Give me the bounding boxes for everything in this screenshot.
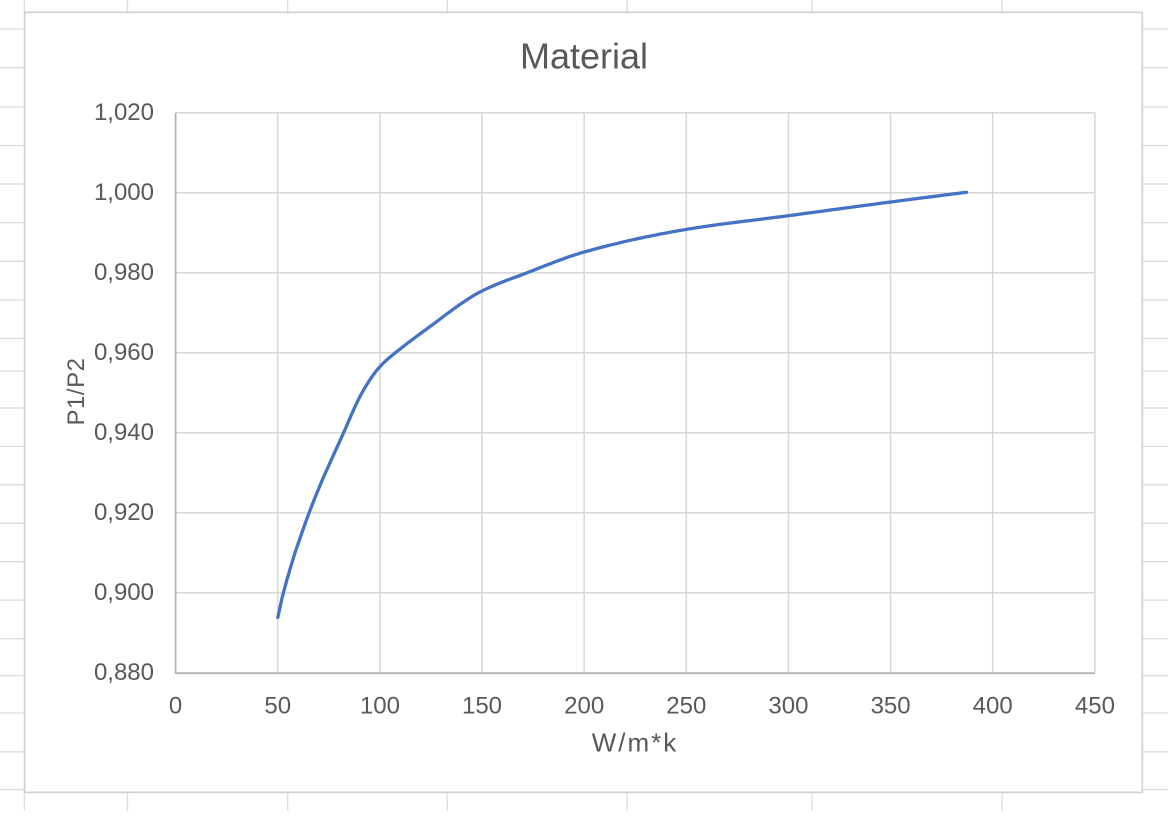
svg-text:200: 200 xyxy=(564,693,604,720)
svg-text:0,980: 0,980 xyxy=(94,259,154,286)
svg-text:150: 150 xyxy=(462,693,502,720)
svg-text:P1/P2: P1/P2 xyxy=(63,358,90,426)
svg-text:1,020: 1,020 xyxy=(94,99,154,126)
svg-text:Material: Material xyxy=(520,36,648,77)
svg-text:400: 400 xyxy=(973,693,1013,720)
svg-text:0,900: 0,900 xyxy=(94,579,154,606)
svg-text:0,920: 0,920 xyxy=(94,499,154,526)
svg-text:50: 50 xyxy=(264,693,291,720)
svg-text:1,000: 1,000 xyxy=(94,179,154,206)
svg-text:W/m*k: W/m*k xyxy=(592,728,679,758)
svg-text:0,880: 0,880 xyxy=(94,659,154,686)
svg-text:0,960: 0,960 xyxy=(94,339,154,366)
svg-text:300: 300 xyxy=(768,693,808,720)
svg-text:450: 450 xyxy=(1075,693,1115,720)
svg-text:100: 100 xyxy=(360,693,400,720)
svg-text:0: 0 xyxy=(169,693,182,720)
svg-text:250: 250 xyxy=(666,693,706,720)
svg-text:0,940: 0,940 xyxy=(94,419,154,446)
svg-text:350: 350 xyxy=(871,693,911,720)
